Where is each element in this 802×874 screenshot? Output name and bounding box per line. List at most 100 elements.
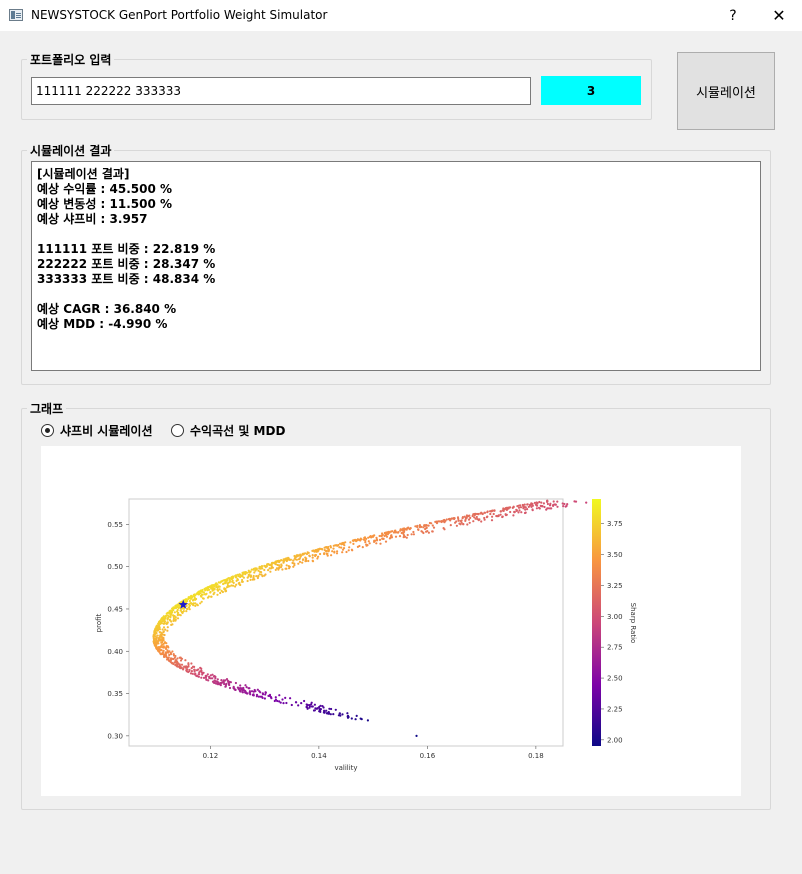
scatter-point — [160, 649, 163, 652]
scatter-point — [202, 597, 205, 600]
scatter-point — [156, 634, 159, 637]
scatter-point — [409, 527, 412, 530]
scatter-point — [230, 578, 233, 581]
scatter-point — [442, 527, 445, 530]
result-text-area[interactable]: [시뮬레이션 결과] 예상 수익률 : 45.500 % 예상 변동성 : 11… — [31, 161, 761, 371]
scatter-point — [178, 656, 181, 659]
scatter-point — [318, 705, 321, 709]
simulate-button[interactable]: 시뮬레이션 — [677, 52, 775, 130]
scatter-point — [218, 581, 222, 584]
scatter-point — [368, 542, 371, 545]
scatter-point — [163, 655, 166, 658]
scatter-point — [302, 553, 305, 556]
scatter-point — [323, 711, 326, 714]
scatter-point — [234, 681, 237, 685]
scatter-point — [310, 705, 314, 708]
scatter-point — [187, 662, 190, 665]
scatter-point — [425, 530, 428, 533]
scatter-point — [517, 511, 520, 514]
scatter-point — [274, 568, 277, 571]
scatter-point — [352, 542, 355, 545]
scatter-point — [224, 581, 227, 584]
scatter-point — [285, 564, 288, 567]
scatter-point — [431, 530, 434, 533]
scatter-point — [247, 573, 251, 576]
scatter-point — [412, 530, 415, 534]
scatter-point — [282, 559, 285, 562]
scatter-point — [455, 524, 458, 527]
scatter-point — [378, 534, 381, 538]
scatter-point — [158, 628, 161, 631]
scatter-point — [290, 703, 293, 707]
x-tick-label: 0.14 — [311, 752, 327, 760]
scatter-points — [152, 499, 588, 737]
scatter-point — [327, 712, 330, 715]
scatter-point — [256, 688, 259, 691]
scatter-point — [239, 684, 242, 687]
close-button[interactable]: ✕ — [772, 6, 786, 25]
scatter-point — [472, 513, 475, 516]
portfolio-input[interactable] — [31, 77, 531, 105]
scatter-point — [257, 569, 260, 572]
scatter-point — [504, 513, 507, 516]
scatter-point — [254, 569, 257, 572]
scatter-point — [202, 591, 205, 594]
colorbar-tick-label: 3.50 — [607, 551, 623, 559]
scatter-point — [263, 574, 266, 577]
scatter-point — [200, 669, 203, 672]
scatter-point — [239, 574, 242, 578]
scatter-point — [210, 595, 213, 598]
y-tick-label: 0.40 — [107, 648, 123, 656]
scatter-point — [335, 544, 338, 547]
scatter-point — [427, 524, 430, 527]
colorbar-tick-label: 2.00 — [607, 736, 623, 744]
scatter-point — [162, 645, 165, 648]
scatter-point — [244, 684, 247, 687]
scatter-point — [243, 571, 246, 574]
scatter-point — [275, 567, 279, 570]
radio-sharpe-simulation[interactable]: 샤프비 시뮬레이션 — [41, 422, 153, 438]
scatter-point — [469, 516, 472, 519]
scatter-point — [459, 523, 462, 526]
scatter-point — [336, 550, 339, 553]
scatter-point — [345, 550, 348, 554]
scatter-point — [329, 546, 332, 549]
scatter-point — [468, 521, 471, 524]
scatter-point — [245, 692, 249, 695]
portfolio-count-display: 3 — [541, 76, 641, 105]
scatter-point — [354, 718, 357, 721]
help-button[interactable]: ? — [729, 7, 737, 24]
scatter-point — [169, 611, 173, 615]
scatter-point — [422, 526, 425, 529]
scatter-point — [157, 642, 160, 645]
scatter-point — [442, 519, 445, 522]
scatter-point — [472, 520, 475, 523]
scatter-point — [513, 510, 516, 514]
scatter-point — [225, 589, 228, 593]
scatter-point — [190, 667, 193, 670]
scatter-point — [213, 585, 216, 588]
scatter-point — [259, 691, 262, 694]
scatter-point — [311, 559, 314, 562]
scatter-point — [278, 566, 281, 569]
scatter-point — [315, 548, 319, 551]
scatter-point — [264, 693, 267, 696]
scatter-point — [182, 607, 186, 610]
scatter-point — [223, 682, 226, 686]
scatter-point — [379, 542, 382, 545]
scatter-point — [366, 719, 369, 722]
y-tick-label: 0.50 — [107, 563, 123, 571]
scatter-point — [159, 646, 162, 649]
scatter-point — [349, 541, 352, 544]
scatter-point — [306, 703, 309, 707]
scatter-point — [263, 697, 266, 700]
scatter-point — [205, 678, 208, 681]
radio-equity-curve-mdd[interactable]: 수익곡선 및 MDD — [171, 422, 285, 438]
scatter-point — [459, 519, 462, 523]
scatter-point — [460, 521, 463, 524]
plot-frame — [128, 498, 564, 747]
scatter-point — [165, 646, 168, 649]
scatter-point — [224, 579, 227, 582]
scatter-point — [193, 673, 196, 676]
scatter-point — [158, 631, 161, 634]
